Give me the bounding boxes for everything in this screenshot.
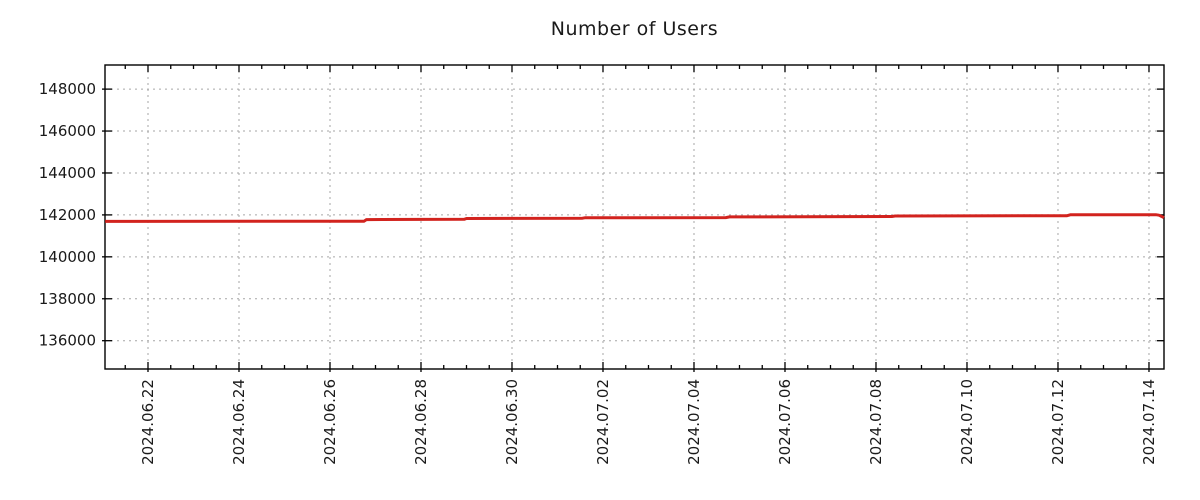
y-tick-label: 140000 [39,248,96,266]
x-tick-label: 2024.07.04 [685,379,703,465]
y-tick-label: 142000 [39,206,96,224]
x-tick-label: 2024.06.22 [139,379,157,465]
x-tick-label: 2024.06.28 [412,379,430,465]
x-tick-label: 2024.07.08 [867,379,885,465]
x-tick-label: 2024.07.06 [776,379,794,465]
x-tick-label: 2024.07.02 [594,379,612,465]
y-tick-label: 138000 [39,290,96,308]
y-tick-label: 148000 [39,80,96,98]
y-tick-label: 136000 [39,332,96,350]
x-tick-label: 2024.06.26 [321,379,339,465]
data-line-users [105,213,1165,223]
x-tick-label: 2024.06.30 [503,379,521,465]
x-tick-label: 2024.07.12 [1049,379,1067,465]
chart-title: Number of Users [550,18,719,40]
x-tick-label: 2024.06.24 [230,379,248,465]
y-tick-label: 144000 [39,164,96,182]
x-tick-label: 2024.07.10 [958,379,976,465]
y-tick-label: 146000 [39,122,96,140]
x-tick-label: 2024.07.14 [1140,379,1158,465]
